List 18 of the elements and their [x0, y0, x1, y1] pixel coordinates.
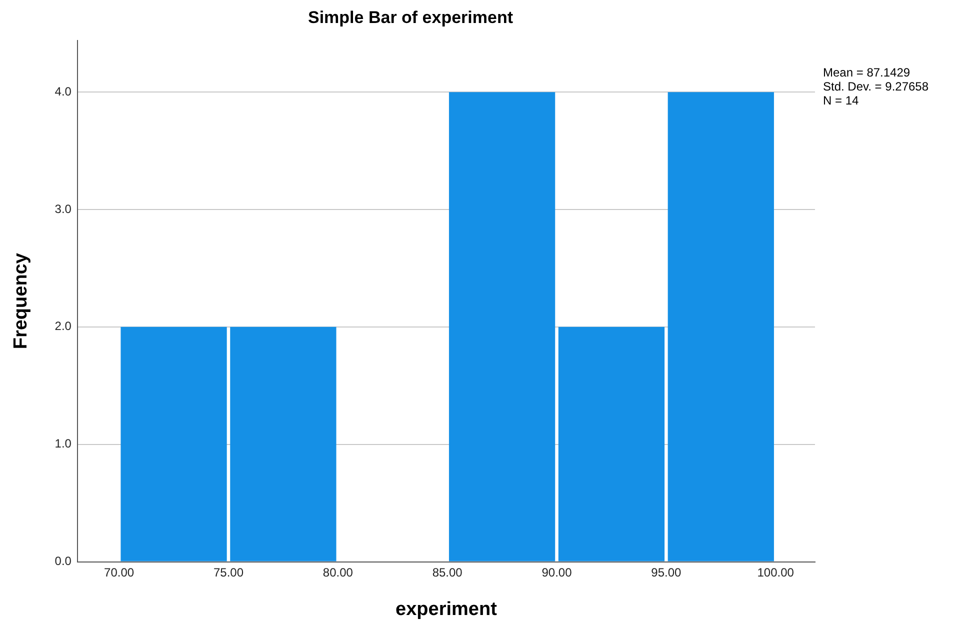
- chart-title: Simple Bar of experiment: [308, 8, 514, 27]
- x-axis-title: experiment: [396, 598, 498, 620]
- y-tick-label: 2.0: [54, 319, 72, 334]
- x-tick-label: 95.00: [651, 565, 682, 580]
- x-tick-label: 75.00: [213, 565, 244, 580]
- y-axis-title: Frequency: [10, 252, 32, 350]
- x-tick-label: 85.00: [432, 565, 463, 580]
- y-tick-label: 4.0: [54, 84, 72, 98]
- x-tick-label: 90.00: [542, 565, 572, 580]
- y-tick-label: 1.0: [54, 436, 72, 451]
- text: N = 14: [823, 94, 860, 108]
- y-tick-label: 0.0: [54, 554, 72, 568]
- x-tick-label: 70.00: [104, 565, 134, 580]
- x-tick-label: 100.00: [757, 565, 794, 580]
- text: Mean = 87.1429: [823, 66, 910, 80]
- text: Std. Dev. = 9.27658: [823, 80, 929, 94]
- x-tick-label: 80.00: [322, 565, 354, 580]
- y-tick-label: 3.0: [54, 202, 72, 216]
